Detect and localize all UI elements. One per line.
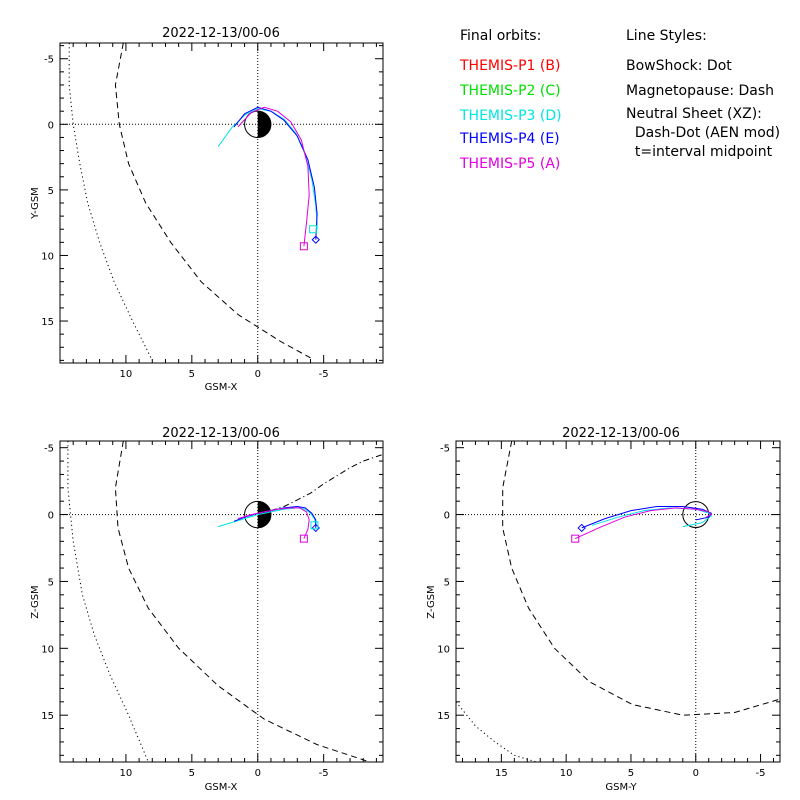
xz-neutral-sheet-line	[257, 453, 383, 514]
xy-y-tick-label: 10	[41, 251, 54, 262]
yz-bowshock-line	[456, 701, 537, 762]
yz-y-axis-label: Z-GSM	[426, 585, 437, 618]
line-style-magnetopause: Magnetopause: Dash	[626, 83, 774, 99]
xz-y-tick-label: -5	[44, 444, 54, 455]
xz-magnetopause-line	[114, 441, 370, 762]
xy-y-axis-label: Y-GSM	[30, 187, 41, 220]
xy-x-axis-label: GSM-X	[205, 382, 238, 393]
line-style-bowshock: BowShock: Dot	[626, 58, 732, 74]
yz-orbit-end-marker-1	[571, 534, 580, 543]
line-style-neutral-sheet-time: t=interval midpoint	[626, 144, 773, 160]
yz-panel-title: 2022-12-13/00-06	[562, 426, 680, 441]
xz-orbit-series-1	[233, 505, 317, 528]
xz-earth-icon	[244, 500, 272, 529]
legend-probe-p2: THEMIS-P2 (C)	[459, 83, 561, 99]
xy-panel-title: 2022-12-13/00-06	[162, 26, 280, 41]
yz-x-tick-label: 15	[495, 768, 508, 779]
xz-orbit-panel: 2022-12-13/00-06 GSM-X Z-GSM 10 5 0 -5 -5 0 5 1…	[30, 426, 384, 793]
xy-y-tick-label: 0	[48, 120, 54, 131]
legend-probe-p3: THEMIS-P3 (D)	[459, 108, 562, 124]
xy-x-tick-label: 10	[120, 369, 133, 380]
xz-plot-area	[60, 441, 383, 762]
yz-x-tick-label: -5	[756, 768, 766, 779]
yz-x-tick-label: 0	[693, 768, 699, 779]
xy-orbit-series-2	[237, 106, 310, 247]
xz-plot-frame	[59, 440, 384, 763]
yz-magnetopause-line	[502, 441, 780, 716]
xy-orbit-series-1	[233, 106, 318, 240]
xy-orbit-end-marker-1	[299, 242, 308, 251]
xz-x-tick-label: 10	[120, 768, 133, 779]
xy-bowshock-line	[68, 43, 153, 361]
xz-x-tick-label: 0	[255, 768, 261, 779]
xy-earth-icon	[244, 110, 272, 138]
xy-y-tick-label: -5	[44, 55, 54, 66]
yz-x-tick-label: 10	[560, 768, 573, 779]
yz-plot-area	[456, 441, 780, 762]
xy-magnetopause-line	[114, 43, 311, 359]
xz-y-tick-label: 10	[41, 644, 54, 655]
xz-bowshock-line	[67, 441, 149, 762]
final-orbits-title: Final orbits:	[460, 28, 541, 44]
xz-earth-night-side	[257, 501, 271, 528]
yz-y-tick-label: 15	[437, 711, 450, 722]
legend-probe-p1: THEMIS-P1 (B)	[459, 58, 560, 74]
xy-y-tick-label: 5	[48, 186, 54, 197]
yz-orbit-panel: 2022-12-13/00-06 GSM-Y Z-GSM 15 10 5 0 -5 -5 0…	[426, 426, 781, 793]
xy-orbit-end-marker-0	[311, 235, 320, 244]
legend: Final orbits: THEMIS-P1 (B) THEMIS-P2 (C…	[459, 28, 780, 172]
yz-y-tick-label: 5	[444, 577, 450, 588]
xz-orbit-series-2	[237, 507, 310, 539]
yz-y-tick-label: -5	[440, 444, 450, 455]
xz-y-tick-label: 5	[48, 577, 54, 588]
line-styles-title: Line Styles:	[626, 28, 707, 44]
yz-x-axis-label: GSM-Y	[605, 782, 637, 793]
xz-x-tick-label: 5	[189, 768, 195, 779]
xy-x-tick-label: -5	[319, 369, 329, 380]
legend-probe-p5: THEMIS-P5 (A)	[459, 156, 560, 172]
xy-earth-night-side	[257, 111, 271, 138]
xy-x-tick-label: 0	[255, 369, 261, 380]
xy-orbit-end-marker-2	[309, 225, 318, 234]
xy-y-tick-label: 15	[41, 317, 54, 328]
xy-orbit-panel: 2022-12-13/00-06 GSM-X Y-GSM 10 5 0 -5 -5 0 5 1…	[30, 26, 384, 393]
xz-x-tick-label: -5	[319, 768, 329, 779]
xz-y-tick-label: 0	[48, 511, 54, 522]
line-style-neutral-sheet-model: Dash-Dot (AEN mod)	[626, 125, 780, 141]
yz-orbit-series-2	[574, 507, 713, 540]
xz-y-axis-label: Z-GSM	[30, 585, 41, 618]
xy-plot-area	[60, 43, 383, 363]
line-style-neutral-sheet: Neutral Sheet (XZ):	[626, 106, 762, 122]
yz-x-tick-label: 5	[628, 768, 634, 779]
xz-orbit-series-0	[218, 507, 317, 528]
yz-y-tick-label: 0	[444, 511, 450, 522]
xz-panel-title: 2022-12-13/00-06	[162, 426, 280, 441]
xy-plot-frame	[59, 42, 384, 364]
yz-orbit-end-marker-0	[577, 523, 586, 533]
xz-orbit-end-marker-2	[310, 521, 319, 530]
xz-y-tick-label: 15	[41, 711, 54, 722]
xz-orbit-end-marker-1	[299, 534, 308, 543]
xz-x-axis-label: GSM-X	[205, 782, 238, 793]
yz-y-tick-label: 10	[437, 644, 450, 655]
yz-earth-icon	[682, 501, 710, 529]
legend-probe-p4: THEMIS-P4 (E)	[459, 131, 560, 147]
xy-x-tick-label: 5	[189, 369, 195, 380]
yz-plot-frame	[455, 440, 781, 763]
